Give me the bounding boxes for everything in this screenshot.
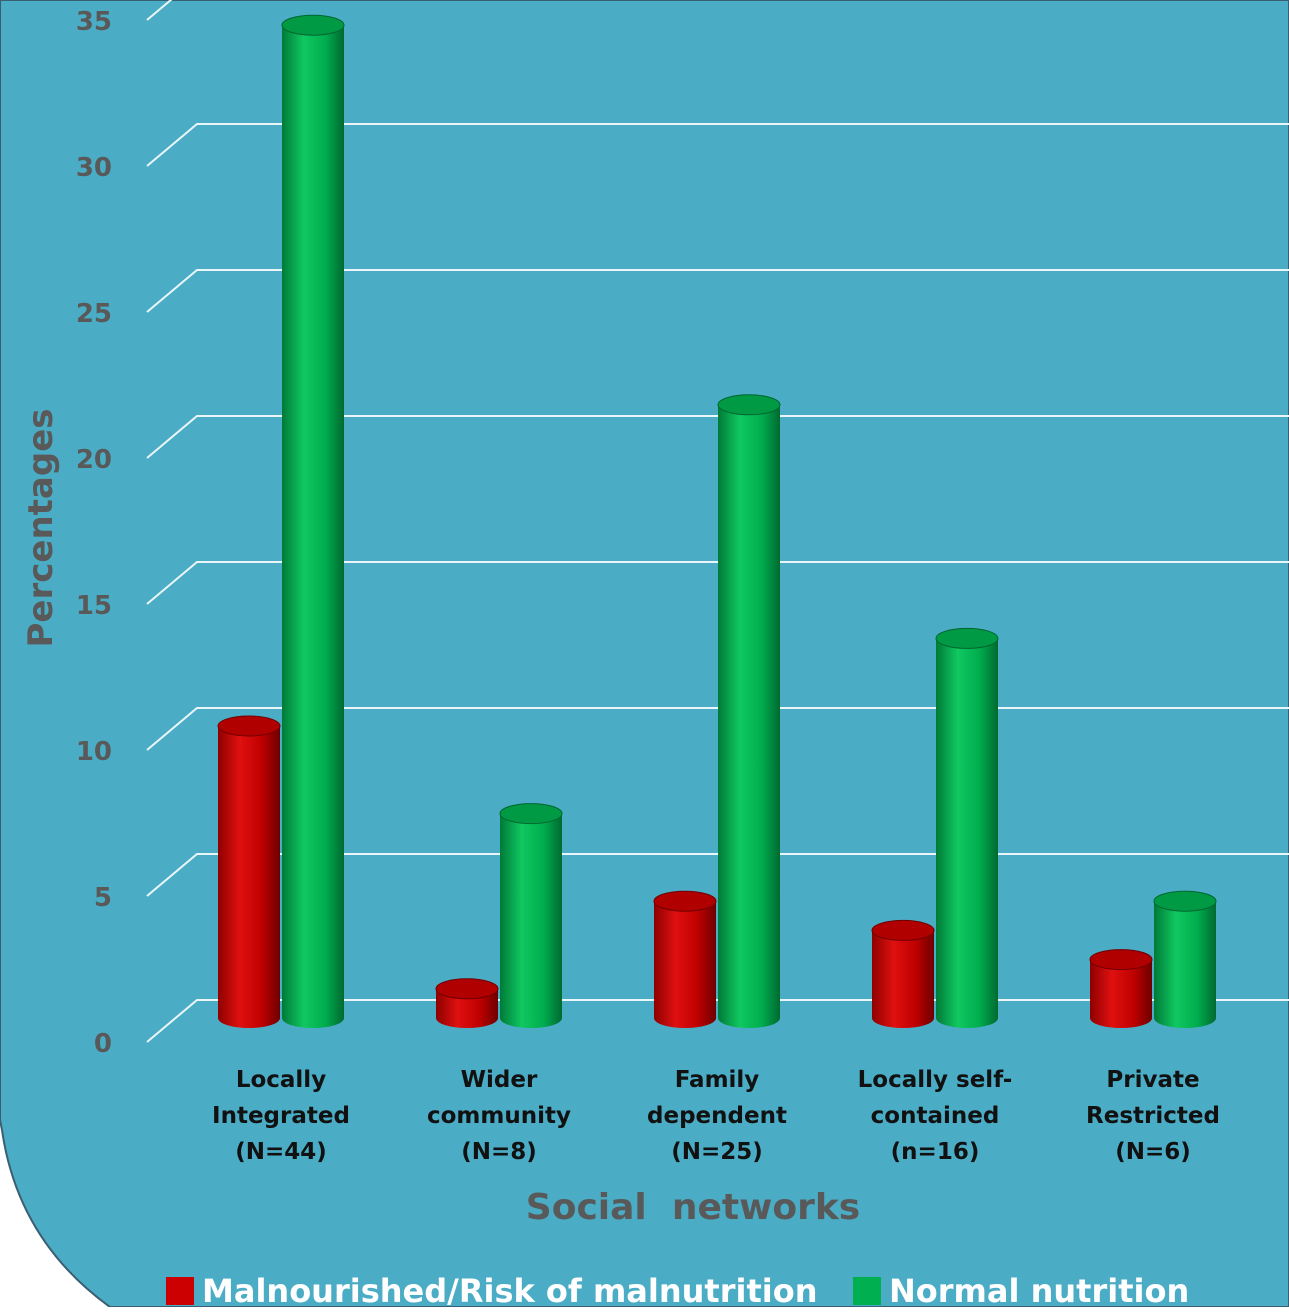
gridline — [146, 853, 1289, 897]
y-tick-label: 10 — [76, 737, 112, 767]
bar-malnourished-1 — [435, 978, 499, 1028]
bar-top — [1153, 890, 1217, 912]
y-tick-label: 20 — [76, 445, 112, 475]
x-axis-ticks: Locally Integrated (N=44) Wider community (N=… — [212, 1067, 1220, 1165]
x-tick-label: Family dependent (N=25) — [647, 1067, 787, 1165]
y-tick-label: 0 — [94, 1029, 112, 1059]
bar-normal-3 — [935, 627, 999, 1028]
bar-top — [717, 394, 781, 416]
x-axis-label: Social networks — [526, 1187, 860, 1228]
y-tick-label: 5 — [94, 883, 112, 913]
gridline — [146, 707, 1289, 751]
bar-body — [654, 901, 716, 1028]
bar-normal-1 — [499, 803, 563, 1028]
y-tick-label: 35 — [76, 7, 112, 37]
gridline — [146, 269, 1289, 313]
bar-body — [872, 930, 934, 1028]
y-tick-label: 15 — [76, 591, 112, 621]
bar-top — [1089, 949, 1153, 971]
bar-malnourished-0 — [217, 715, 281, 1028]
bar-top — [499, 803, 563, 825]
bar-body — [936, 638, 998, 1028]
bar-body — [436, 988, 498, 1028]
legend-label-normal: Normal nutrition — [889, 1272, 1189, 1307]
x-tick-label: Private Restricted (N=6) — [1086, 1067, 1220, 1165]
bar-body — [718, 404, 780, 1028]
bar-top — [281, 14, 345, 36]
y-tick-label: 30 — [76, 153, 112, 183]
bar-body — [282, 25, 344, 1028]
bar-body — [500, 813, 562, 1028]
x-tick-label: Locally Integrated (N=44) — [212, 1067, 350, 1165]
bar-normal-4 — [1153, 890, 1217, 1028]
gridline — [146, 561, 1289, 605]
y-tick-label: 25 — [76, 299, 112, 329]
bar-top — [871, 919, 935, 941]
bar-malnourished-3 — [871, 919, 935, 1028]
legend-label-malnourished: Malnourished/Risk of malnutrition — [202, 1272, 818, 1307]
bar-top — [653, 890, 717, 912]
x-tick-label: Wider community (N=8) — [427, 1067, 571, 1165]
y-axis-ticks: 0 5 10 15 20 25 30 35 — [76, 7, 112, 1059]
bar-normal-0 — [281, 14, 345, 1028]
bar-body — [1090, 959, 1152, 1028]
gridline — [146, 0, 173, 21]
legend-swatch-normal — [853, 1277, 881, 1305]
bar-top — [935, 627, 999, 649]
y-axis-label: Percentages — [21, 409, 61, 648]
bar-malnourished-2 — [653, 890, 717, 1028]
gridlines — [146, 0, 1289, 1043]
bars — [217, 14, 1217, 1028]
bar-top — [435, 978, 499, 1000]
bar-top — [217, 715, 281, 737]
bar-normal-2 — [717, 394, 781, 1028]
bar-malnourished-4 — [1089, 949, 1153, 1028]
bar-body — [218, 726, 280, 1028]
gridline — [146, 123, 1289, 167]
legend-swatch-malnourished — [166, 1277, 194, 1305]
bar-body — [1154, 901, 1216, 1028]
gridline — [146, 415, 1289, 459]
x-tick-label: Locally self-contained (n=16) — [858, 1067, 1013, 1165]
legend: Malnourished/Risk of malnutrition Normal… — [166, 1272, 1189, 1310]
